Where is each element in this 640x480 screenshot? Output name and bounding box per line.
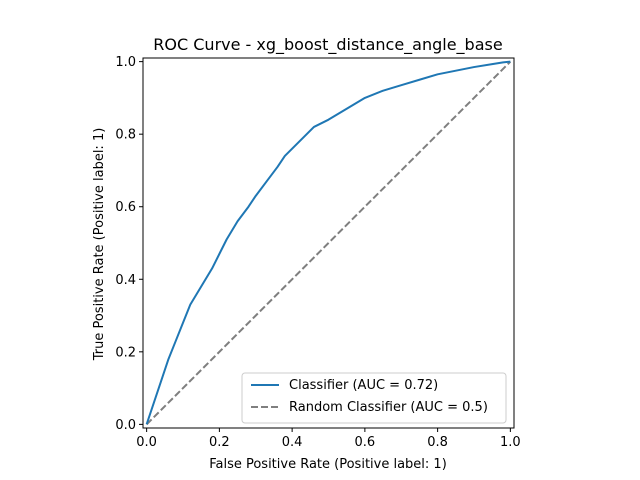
chart-title: ROC Curve - xg_boost_distance_angle_base bbox=[153, 35, 502, 55]
plot-area: 0.0 0.2 0.4 0.6 0.8 1.0 0.0 0.2 0.4 0.6 0.8 1.0 bbox=[115, 55, 520, 450]
axes-frame bbox=[142, 57, 515, 429]
series-line-random bbox=[145, 60, 512, 426]
series-line-classifier bbox=[145, 60, 511, 425]
legend-box bbox=[241, 372, 507, 424]
x-tick-label: 0.4 bbox=[282, 435, 303, 450]
x-tick-label: 0.6 bbox=[355, 435, 376, 450]
y-tick-label: 0.8 bbox=[115, 128, 136, 143]
x-tick-label: 1.0 bbox=[500, 435, 521, 450]
x-tick-label: 0.2 bbox=[209, 435, 230, 450]
y-tick-label: 0.2 bbox=[115, 345, 136, 360]
y-tick-label: 1.0 bbox=[115, 55, 136, 70]
legend-label-classifier: Classifier (AUC = 0.72) bbox=[289, 378, 438, 393]
x-tick-label: 0.0 bbox=[136, 435, 157, 450]
legend-label-random: Random Classifier (AUC = 0.5) bbox=[289, 400, 488, 415]
y-tick-label: 0.0 bbox=[115, 418, 136, 433]
y-tick-label: 0.4 bbox=[115, 273, 136, 288]
x-tick-label: 0.8 bbox=[427, 435, 448, 450]
x-axis-label: False Positive Rate (Positive label: 1) bbox=[209, 457, 447, 472]
y-axis-label: True Positive Rate (Positive label: 1) bbox=[92, 128, 107, 362]
y-tick-label: 0.6 bbox=[115, 200, 136, 215]
legend: Classifier (AUC = 0.72) Random Classifie… bbox=[241, 372, 507, 424]
